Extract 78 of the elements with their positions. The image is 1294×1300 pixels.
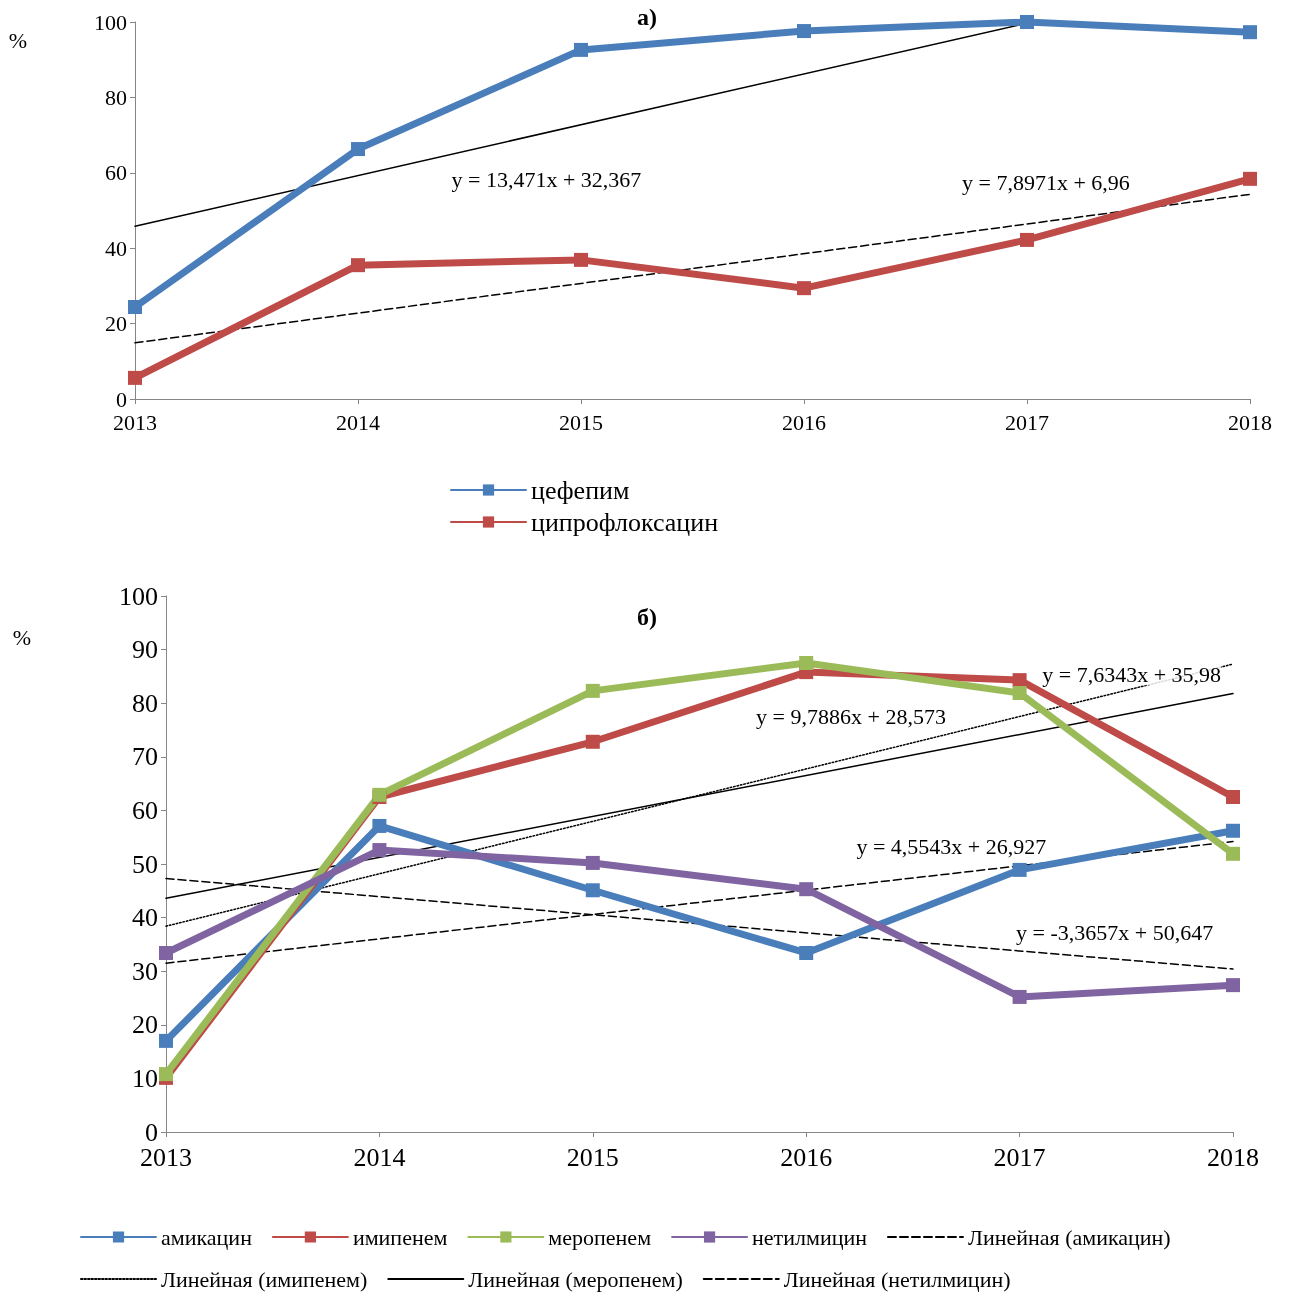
legend-label: Линейная (имипенем) [161, 1266, 368, 1292]
annotation: y = 7,6343x + 35,98 [1042, 661, 1222, 687]
x-tick-label: 2013 [113, 409, 157, 435]
point [1226, 978, 1240, 993]
point [1226, 790, 1240, 804]
point [351, 258, 365, 273]
x-tick-label: 2017 [993, 1142, 1046, 1172]
legend-label: нетилмицин [752, 1224, 868, 1250]
x-tick-label: 2016 [782, 409, 826, 435]
point [1012, 686, 1027, 701]
point [585, 883, 600, 898]
point [351, 142, 365, 157]
point [1243, 25, 1257, 40]
x-tick-label: 2015 [566, 1142, 619, 1172]
legend-label: имипенем [352, 1224, 448, 1250]
point [799, 656, 814, 670]
y-tick-label: 90 [132, 635, 158, 665]
y-tick-label: 20 [105, 311, 127, 337]
y-tick-label: 40 [105, 235, 127, 261]
x-tick-label: 2017 [1005, 409, 1049, 435]
point [372, 818, 387, 833]
point [1226, 846, 1240, 861]
point [797, 281, 811, 296]
y-tick-label: 80 [105, 84, 127, 110]
point [799, 945, 814, 960]
point [1243, 171, 1257, 186]
x-tick-label: 2018 [1207, 1142, 1259, 1172]
y-axis-title: % [8, 27, 28, 53]
x-tick-label: 2018 [1228, 409, 1272, 435]
y-tick-label: 40 [132, 903, 158, 933]
y-tick-label: 50 [132, 849, 158, 879]
point [1226, 823, 1240, 838]
point [1020, 232, 1034, 247]
y-tick-label: 60 [105, 160, 127, 186]
y-tick-label: 80 [132, 688, 158, 718]
point [159, 1033, 173, 1048]
point [128, 300, 142, 315]
legend-label: ципрофлоксацин [531, 507, 719, 537]
point [1012, 862, 1027, 877]
legend-label: амикацин [161, 1224, 253, 1250]
y-tick-label: 20 [132, 1010, 158, 1040]
x-tick-label: 2014 [353, 1142, 406, 1172]
annotation: y = -3,3657x + 50,647 [1015, 919, 1214, 945]
y-tick-label: 100 [119, 581, 158, 611]
annotation: y = 13,471x + 32,367 [451, 167, 642, 193]
point [1012, 989, 1027, 1004]
legend-label: меропенем [548, 1224, 652, 1250]
annotation: y = 7,8971x + 6,96 [962, 170, 1130, 196]
point [585, 855, 600, 870]
legend-label: Линейная (нетилмицин) [783, 1266, 1011, 1292]
y-tick-label: 60 [132, 795, 158, 825]
point [799, 882, 814, 897]
point [585, 683, 600, 698]
y-tick-label: 70 [132, 742, 158, 772]
y-tick-label: 30 [132, 956, 158, 986]
annotation: y = 4,5543x + 26,927 [856, 834, 1047, 860]
point [128, 370, 142, 385]
legend-label: Линейная (амикацин) [967, 1224, 1171, 1250]
legend-label: цефепим [531, 475, 630, 505]
point [1020, 15, 1034, 29]
x-tick-label: 2016 [780, 1142, 833, 1172]
point [574, 42, 588, 57]
chart-title: а) [637, 4, 657, 30]
point [1012, 673, 1027, 688]
point [372, 843, 387, 858]
annotation: y = 9,7886x + 28,573 [756, 703, 946, 729]
point [797, 24, 811, 39]
point [585, 734, 600, 749]
y-tick-label: 10 [132, 1063, 158, 1093]
y-tick-label: 0 [116, 386, 127, 412]
chart-title: б) [637, 604, 657, 630]
y-axis-title: % [12, 624, 32, 650]
point [159, 945, 173, 960]
point [574, 252, 588, 267]
x-tick-label: 2014 [336, 409, 380, 435]
x-tick-label: 2015 [559, 409, 603, 435]
legend-label: Линейная (меропенем) [468, 1266, 683, 1292]
y-tick-label: 100 [94, 9, 127, 35]
